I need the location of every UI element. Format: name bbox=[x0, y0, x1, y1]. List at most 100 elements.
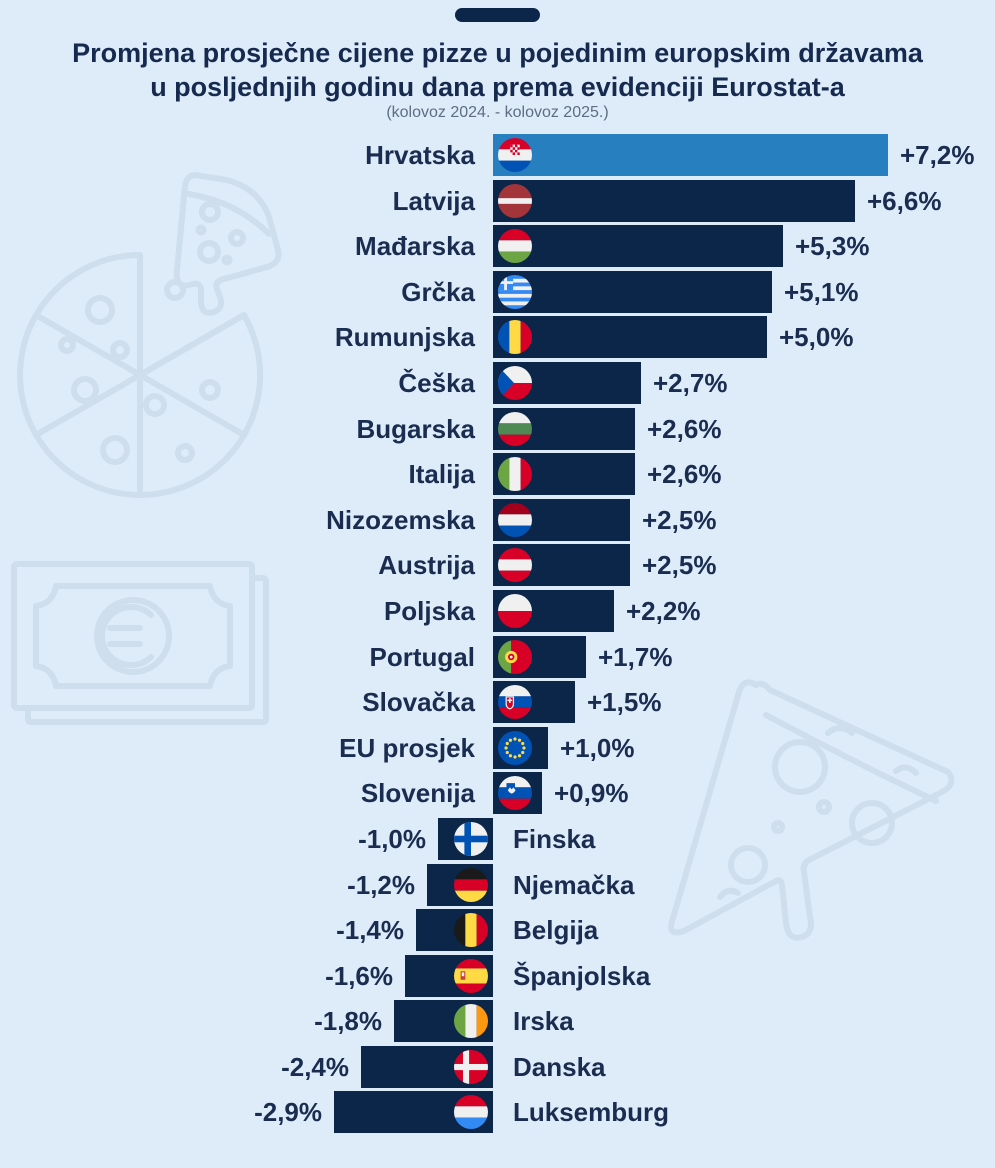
bar bbox=[493, 316, 767, 359]
bar bbox=[493, 453, 635, 496]
value-label: +0,9% bbox=[554, 778, 629, 809]
country-label: Portugal bbox=[369, 641, 475, 672]
bar-row: Italija +2,6% bbox=[0, 453, 995, 496]
bar bbox=[493, 635, 586, 678]
bar bbox=[493, 681, 575, 724]
bar-row: Njemačka -1,2% bbox=[0, 863, 995, 906]
value-label: -1,2% bbox=[347, 869, 415, 900]
bar-row: Irska -1,8% bbox=[0, 1000, 995, 1043]
hu-flag-icon bbox=[498, 229, 532, 264]
fi-flag-icon bbox=[454, 821, 488, 856]
country-label: Njemačka bbox=[513, 869, 635, 900]
bar-row: Belgija -1,4% bbox=[0, 909, 995, 952]
value-label: -2,4% bbox=[281, 1051, 349, 1082]
country-label: Latvija bbox=[392, 185, 475, 216]
country-label: Poljska bbox=[383, 595, 475, 626]
bar-row: Luksemburg -2,9% bbox=[0, 1091, 995, 1134]
bar bbox=[493, 407, 635, 450]
lv-flag-icon bbox=[498, 183, 532, 218]
bar-row: Mađarska +5,3% bbox=[0, 225, 995, 268]
country-label: Austrija bbox=[378, 550, 475, 581]
country-label: Slovenija bbox=[360, 778, 475, 809]
bar-row: Finska -1,0% bbox=[0, 817, 995, 860]
country-label: Finska bbox=[513, 823, 596, 854]
pizza-decoration-icon bbox=[17, 172, 282, 498]
si-flag-icon bbox=[498, 776, 532, 811]
bar bbox=[405, 954, 493, 997]
country-label: Italija bbox=[408, 459, 475, 490]
country-label: Luksemburg bbox=[513, 1097, 670, 1128]
bar-row: Španjolska -1,6% bbox=[0, 954, 995, 997]
country-label: Nizozemska bbox=[326, 504, 475, 535]
value-label: +5,0% bbox=[779, 322, 854, 353]
bar bbox=[493, 361, 641, 404]
lu-flag-icon bbox=[454, 1095, 488, 1130]
de-flag-icon bbox=[454, 867, 488, 902]
bar bbox=[493, 270, 772, 313]
value-label: +2,7% bbox=[653, 367, 728, 398]
bar-row: Danska -2,4% bbox=[0, 1045, 995, 1088]
bar bbox=[493, 225, 783, 268]
country-label: Bugarska bbox=[356, 413, 476, 444]
bar-row: Latvija +6,6% bbox=[0, 179, 995, 222]
bar-row: Nizozemska +2,5% bbox=[0, 498, 995, 541]
page-title-line1: Promjena prosječne cijene pizze u pojedi… bbox=[72, 38, 923, 68]
page-subtitle: (kolovoz 2024. - kolovoz 2025.) bbox=[386, 104, 609, 121]
bar-row: Slovenija +0,9% bbox=[0, 772, 995, 815]
bar-row: Portugal +1,7% bbox=[0, 635, 995, 678]
country-label: Danska bbox=[513, 1051, 606, 1082]
value-label: +2,5% bbox=[642, 504, 717, 535]
bar-row: Poljska +2,2% bbox=[0, 589, 995, 632]
bar bbox=[427, 863, 493, 906]
country-label: EU prosjek bbox=[339, 732, 475, 763]
dk-flag-icon bbox=[454, 1049, 488, 1084]
country-label: Irska bbox=[513, 1006, 574, 1037]
bar bbox=[394, 1000, 493, 1043]
bar-row: EU prosjek +1,0% bbox=[0, 726, 995, 769]
es-flag-icon bbox=[454, 958, 488, 993]
country-label: Rumunjska bbox=[334, 322, 475, 353]
value-label: +1,0% bbox=[560, 732, 635, 763]
country-label: Grčka bbox=[401, 276, 475, 307]
euro-banknote-decoration-icon bbox=[11, 561, 269, 725]
value-label: +2,6% bbox=[647, 459, 722, 490]
bg-flag-icon bbox=[498, 411, 532, 446]
value-label: +7,2% bbox=[900, 140, 975, 170]
country-label: Mađarska bbox=[355, 231, 475, 262]
value-label: +5,3% bbox=[795, 231, 870, 262]
pl-flag-icon bbox=[498, 593, 532, 628]
value-label: -2,9% bbox=[254, 1097, 322, 1128]
bar bbox=[493, 726, 548, 769]
value-label: -1,8% bbox=[314, 1006, 382, 1037]
pizza-slice-decoration-icon bbox=[668, 679, 955, 941]
bar bbox=[416, 909, 493, 952]
value-label: -1,4% bbox=[336, 915, 404, 946]
value-label: +2,5% bbox=[642, 550, 717, 581]
bar bbox=[334, 1091, 493, 1134]
cz-flag-icon bbox=[498, 365, 532, 400]
page-title-line2: u posljednjih godinu dana prema evidenci… bbox=[150, 72, 845, 102]
ro-flag-icon bbox=[498, 320, 532, 355]
bar bbox=[493, 544, 630, 587]
bar bbox=[493, 134, 888, 176]
pizza-slice-cut-decoration bbox=[173, 172, 282, 316]
value-label: +6,6% bbox=[867, 185, 942, 216]
bar bbox=[493, 498, 630, 541]
nl-flag-icon bbox=[498, 502, 532, 537]
bar-chart: Hrvatska +7,2% Latvija +6,6% Mađarska +5,3% Gr… bbox=[0, 134, 995, 1137]
sk-flag-icon bbox=[498, 685, 532, 720]
ie-flag-icon bbox=[454, 1004, 488, 1039]
eu-flag-icon bbox=[498, 730, 532, 765]
page-title: Promjena prosječne cijene pizze u pojedi… bbox=[0, 36, 995, 104]
be-flag-icon bbox=[454, 913, 488, 948]
at-flag-icon bbox=[498, 548, 532, 583]
bar bbox=[493, 589, 614, 632]
value-label: +5,1% bbox=[784, 276, 859, 307]
bar bbox=[493, 772, 542, 815]
country-label: Španjolska bbox=[513, 960, 651, 991]
value-label: -1,0% bbox=[358, 823, 426, 854]
top-dash-decoration bbox=[455, 8, 540, 22]
bar-row: Rumunjska +5,0% bbox=[0, 316, 995, 359]
bar-row: Češka +2,7% bbox=[0, 361, 995, 404]
